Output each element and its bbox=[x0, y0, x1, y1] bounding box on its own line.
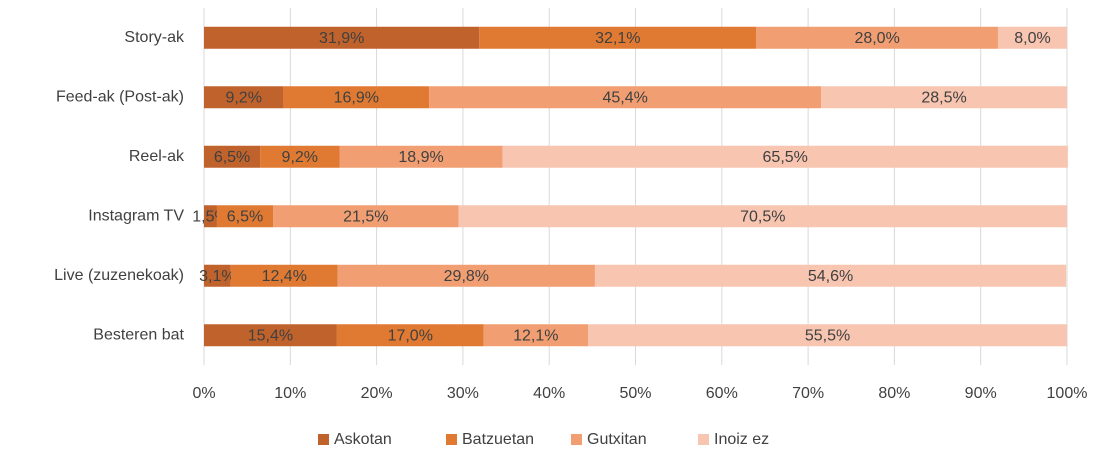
x-tick-label: 40% bbox=[533, 385, 565, 402]
bar-segment bbox=[594, 264, 1067, 287]
data-label: 6,5% bbox=[214, 149, 250, 166]
legend-swatch bbox=[571, 434, 582, 445]
bar-segment bbox=[204, 145, 261, 168]
data-label: 21,5% bbox=[343, 208, 388, 225]
bar-segment bbox=[502, 145, 1068, 168]
data-label: 6,5% bbox=[227, 208, 263, 225]
bar-segment bbox=[216, 205, 274, 228]
x-tick-label: 70% bbox=[792, 385, 824, 402]
x-tick-label: 50% bbox=[619, 385, 651, 402]
data-label: 3,1% bbox=[199, 268, 235, 285]
data-label: 70,5% bbox=[740, 208, 785, 225]
bar-segment bbox=[429, 86, 822, 109]
x-tick-label: 30% bbox=[447, 385, 479, 402]
x-tick-label: 90% bbox=[965, 385, 997, 402]
data-label: 32,1% bbox=[595, 30, 640, 47]
bar-segment bbox=[204, 86, 284, 109]
x-tick-label: 80% bbox=[878, 385, 910, 402]
bar-segment bbox=[273, 205, 459, 228]
bar-segment bbox=[230, 264, 338, 287]
data-label: 18,9% bbox=[398, 149, 443, 166]
x-tick-label: 10% bbox=[274, 385, 306, 402]
data-label: 12,1% bbox=[513, 327, 558, 344]
x-tick-label: 60% bbox=[706, 385, 738, 402]
data-label: 9,2% bbox=[282, 149, 318, 166]
data-label: 17,0% bbox=[388, 327, 433, 344]
x-tick-label: 0% bbox=[192, 385, 215, 402]
x-tick-label: 100% bbox=[1047, 385, 1088, 402]
legend-swatch bbox=[698, 434, 709, 445]
bar-segment bbox=[588, 324, 1067, 347]
data-label: 55,5% bbox=[805, 327, 850, 344]
y-tick-label: Story-ak bbox=[124, 29, 185, 46]
data-label: 31,9% bbox=[319, 30, 364, 47]
data-label: 12,4% bbox=[262, 268, 307, 285]
bar-segment bbox=[458, 205, 1068, 228]
bar-segment bbox=[260, 145, 340, 168]
y-tick-label: Live (zuzenekoak) bbox=[54, 267, 184, 284]
x-tick-label: 20% bbox=[361, 385, 393, 402]
bar-segment bbox=[204, 264, 231, 287]
data-label: 28,5% bbox=[921, 89, 966, 106]
data-label: 65,5% bbox=[763, 149, 808, 166]
data-label: 29,8% bbox=[444, 268, 489, 285]
data-label: 54,6% bbox=[808, 268, 853, 285]
y-tick-label: Besteren bat bbox=[93, 326, 184, 343]
bar-segment bbox=[821, 86, 1067, 109]
bar-segment bbox=[483, 324, 589, 347]
bar-segment bbox=[479, 26, 757, 49]
bar-segment bbox=[204, 205, 217, 228]
data-label: 28,0% bbox=[854, 30, 899, 47]
data-label: 45,4% bbox=[602, 89, 647, 106]
bar-segment bbox=[204, 324, 337, 347]
bar-segment bbox=[756, 26, 998, 49]
legend-swatch bbox=[318, 434, 329, 445]
bar-segment bbox=[283, 86, 430, 109]
legend-swatch bbox=[446, 434, 457, 445]
data-label: 9,2% bbox=[225, 89, 261, 106]
data-label: 15,4% bbox=[248, 327, 293, 344]
bar-segment bbox=[337, 264, 595, 287]
y-tick-label: Instagram TV bbox=[88, 207, 184, 224]
y-tick-label: Reel-ak bbox=[129, 148, 185, 165]
bar-segment bbox=[339, 145, 503, 168]
data-label: 8,0% bbox=[1014, 30, 1050, 47]
bar-segment bbox=[336, 324, 484, 347]
legend-label: Askotan bbox=[334, 431, 392, 448]
legend-label: Inoiz ez bbox=[714, 431, 769, 448]
data-label: 16,9% bbox=[334, 89, 379, 106]
y-tick-label: Feed-ak (Post-ak) bbox=[56, 88, 184, 105]
legend-label: Gutxitan bbox=[587, 431, 647, 448]
legend-label: Batzuetan bbox=[462, 431, 534, 448]
bar-segment bbox=[204, 26, 480, 49]
bar-segment bbox=[997, 26, 1067, 49]
